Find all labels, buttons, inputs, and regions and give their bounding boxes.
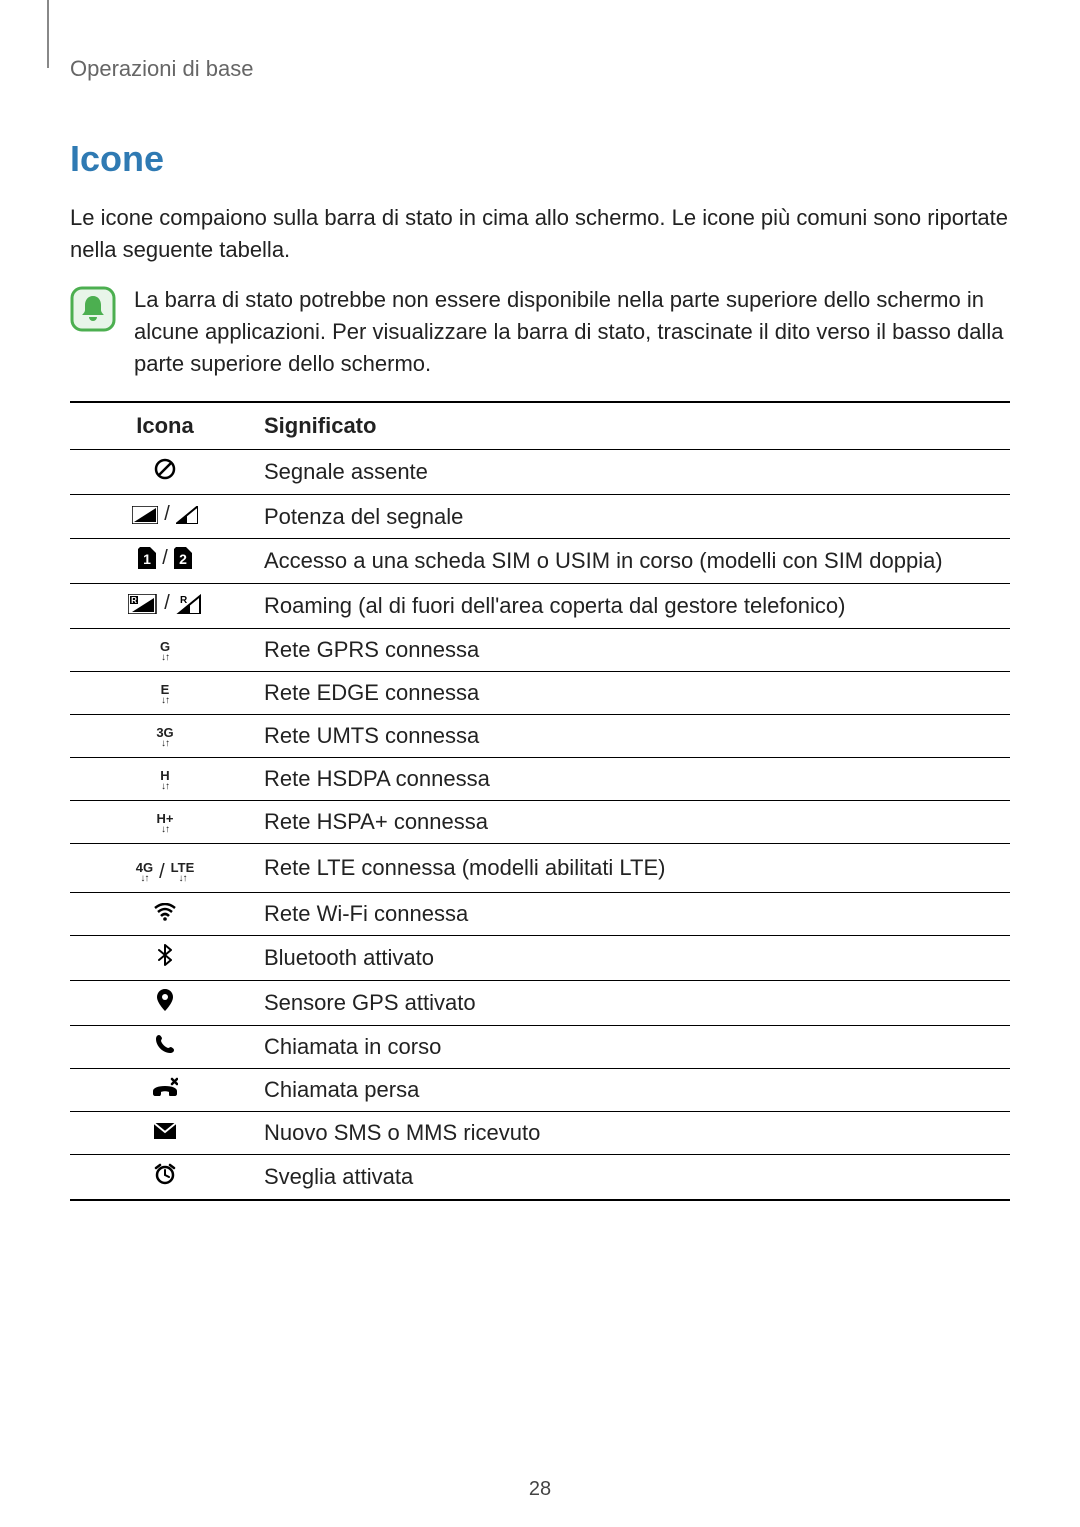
meaning-cell: Nuovo SMS o MMS ricevuto	[260, 1111, 1010, 1154]
table-row: 1 / 2 Accesso a una scheda SIM o USIM in…	[70, 538, 1010, 584]
meaning-cell: Roaming (al di fuori dell'area coperta d…	[260, 584, 1010, 629]
table-row: Nuovo SMS o MMS ricevuto	[70, 1111, 1010, 1154]
hspa-plus-icon: H+ ↓↑	[157, 812, 174, 835]
note-callout: La barra di stato potrebbe non essere di…	[70, 284, 1010, 380]
margin-tab-line	[47, 0, 49, 68]
table-row: Rete Wi-Fi connessa	[70, 892, 1010, 935]
header-icon: Icona	[70, 402, 260, 450]
icon-cell	[70, 1025, 260, 1068]
meaning-cell: Chiamata in corso	[260, 1025, 1010, 1068]
lte-icon: 4G ↓↑ / LTE ↓↑	[136, 861, 195, 884]
missed-call-icon	[152, 1077, 178, 1097]
alarm-icon	[154, 1163, 176, 1185]
separator: /	[164, 592, 170, 615]
page-content: Operazioni di base Icone Le icone compai…	[0, 0, 1080, 1201]
call-active-icon	[155, 1034, 175, 1054]
svg-text:2: 2	[179, 551, 187, 567]
table-row: E ↓↑ Rete EDGE connessa	[70, 671, 1010, 714]
svg-text:R: R	[180, 595, 188, 606]
roaming-icon: R / R	[128, 592, 202, 615]
meaning-cell: Rete UMTS connessa	[260, 714, 1010, 757]
edge-icon: E ↓↑	[161, 683, 170, 706]
meaning-cell: Rete Wi-Fi connessa	[260, 892, 1010, 935]
meaning-cell: Bluetooth attivato	[260, 935, 1010, 980]
meaning-cell: Sveglia attivata	[260, 1154, 1010, 1200]
icon-cell: H+ ↓↑	[70, 800, 260, 843]
icon-cell: /	[70, 495, 260, 539]
gps-icon	[157, 989, 173, 1011]
table-row: H+ ↓↑ Rete HSPA+ connessa	[70, 800, 1010, 843]
sim-1-2-icon: 1 / 2	[138, 547, 192, 570]
sms-mms-icon	[153, 1122, 177, 1140]
table-row: Segnale assente	[70, 450, 1010, 495]
meaning-cell: Rete LTE connessa (modelli abilitati LTE…	[260, 843, 1010, 892]
meaning-cell: Rete HSPA+ connessa	[260, 800, 1010, 843]
meaning-cell: Segnale assente	[260, 450, 1010, 495]
table-row: Sveglia attivata	[70, 1154, 1010, 1200]
wifi-icon	[154, 903, 176, 921]
icon-cell	[70, 935, 260, 980]
table-row: Chiamata persa	[70, 1068, 1010, 1111]
svg-text:R: R	[131, 596, 137, 605]
table-row: H ↓↑ Rete HSDPA connessa	[70, 757, 1010, 800]
icon-cell: 1 / 2	[70, 538, 260, 584]
table-row: Sensore GPS attivato	[70, 980, 1010, 1025]
breadcrumb: Operazioni di base	[70, 56, 1010, 82]
meaning-cell: Chiamata persa	[260, 1068, 1010, 1111]
table-row: / Potenza del segnale	[70, 495, 1010, 539]
intro-paragraph: Le icone compaiono sulla barra di stato …	[70, 202, 1010, 266]
separator: /	[162, 547, 168, 570]
icons-table: Icona Significato Segnale assente	[70, 401, 1010, 1201]
icon-cell	[70, 892, 260, 935]
meaning-cell: Rete EDGE connessa	[260, 671, 1010, 714]
hsdpa-icon: H ↓↑	[160, 769, 169, 792]
table-header-row: Icona Significato	[70, 402, 1010, 450]
section-heading: Icone	[70, 138, 1010, 180]
table-row: R / R Roaming (al di fuori dell'area cop…	[70, 584, 1010, 629]
icon-cell	[70, 1154, 260, 1200]
table-row: Bluetooth attivato	[70, 935, 1010, 980]
separator: /	[159, 861, 165, 884]
table-row: 3G ↓↑ Rete UMTS connessa	[70, 714, 1010, 757]
note-bell-icon	[70, 286, 116, 337]
header-meaning: Significato	[260, 402, 1010, 450]
icon-cell	[70, 980, 260, 1025]
no-signal-icon	[154, 458, 176, 480]
signal-strength-icon: /	[132, 503, 198, 526]
icon-cell: R / R	[70, 584, 260, 629]
svg-text:1: 1	[143, 551, 151, 567]
bluetooth-icon	[158, 944, 172, 966]
page-number: 28	[0, 1478, 1080, 1501]
table-row: 4G ↓↑ / LTE ↓↑ Rete LTE connessa (modell…	[70, 843, 1010, 892]
note-text: La barra di stato potrebbe non essere di…	[134, 284, 1010, 380]
icon-cell	[70, 1111, 260, 1154]
meaning-cell: Accesso a una scheda SIM o USIM in corso…	[260, 538, 1010, 584]
umts-icon: 3G ↓↑	[156, 726, 173, 749]
icon-cell	[70, 1068, 260, 1111]
icon-cell: 4G ↓↑ / LTE ↓↑	[70, 843, 260, 892]
icon-cell: G ↓↑	[70, 628, 260, 671]
table-row: Chiamata in corso	[70, 1025, 1010, 1068]
icon-cell: 3G ↓↑	[70, 714, 260, 757]
table-row: G ↓↑ Rete GPRS connessa	[70, 628, 1010, 671]
meaning-cell: Rete HSDPA connessa	[260, 757, 1010, 800]
meaning-cell: Potenza del segnale	[260, 495, 1010, 539]
separator: /	[164, 503, 170, 526]
icon-cell	[70, 450, 260, 495]
icon-cell: E ↓↑	[70, 671, 260, 714]
icon-cell: H ↓↑	[70, 757, 260, 800]
gprs-icon: G ↓↑	[160, 640, 170, 663]
meaning-cell: Rete GPRS connessa	[260, 628, 1010, 671]
meaning-cell: Sensore GPS attivato	[260, 980, 1010, 1025]
